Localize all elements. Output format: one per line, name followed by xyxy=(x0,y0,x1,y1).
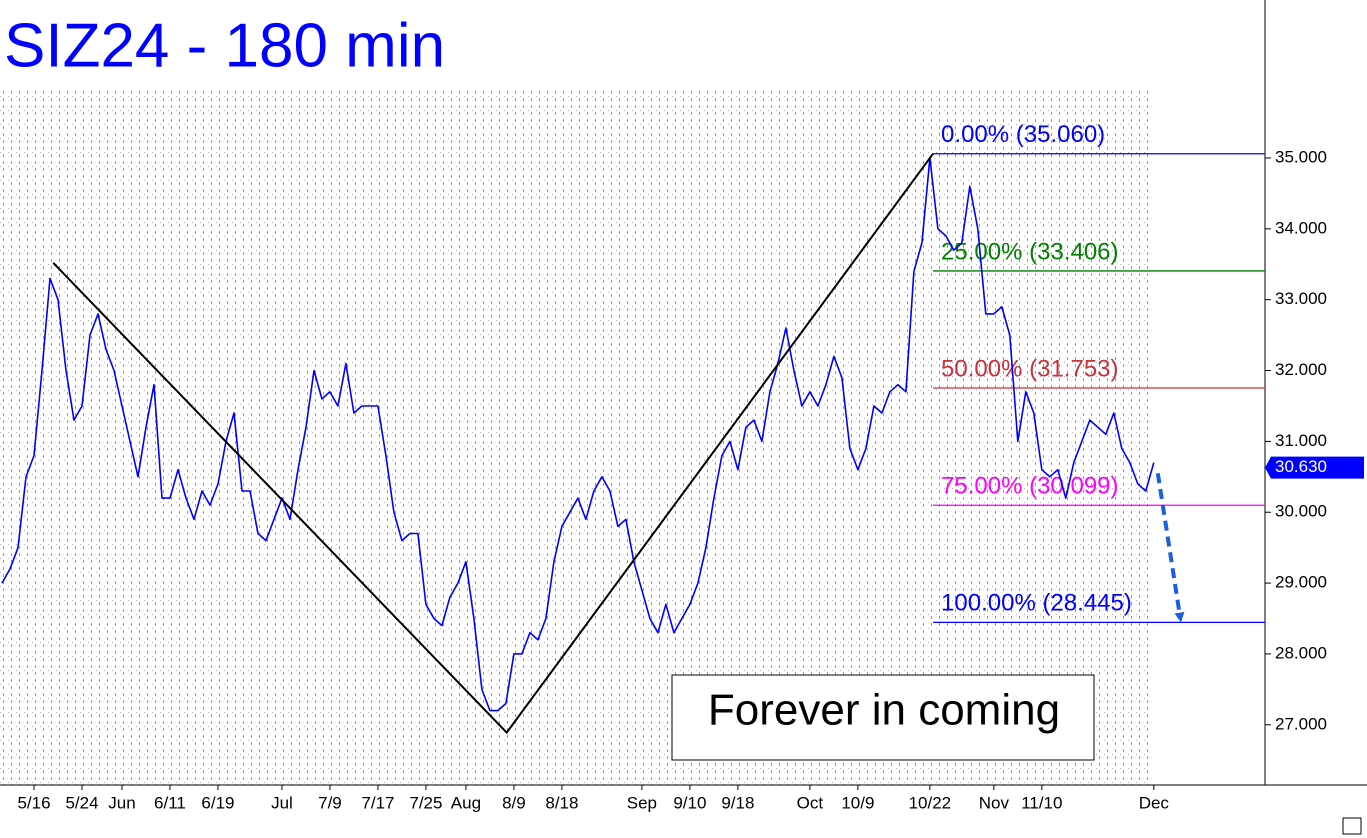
fib-label: 100.00% (28.445) xyxy=(941,590,1132,617)
y-tick-label: 33.000 xyxy=(1275,289,1327,308)
trendline xyxy=(52,153,934,735)
x-tick-label: 8/9 xyxy=(502,793,526,812)
fib-label: 0.00% (35.060) xyxy=(941,121,1105,148)
x-tick-label: Nov xyxy=(979,793,1010,812)
fib-label: 75.00% (30.099) xyxy=(941,473,1118,500)
annotation-box xyxy=(671,674,1095,761)
price-line xyxy=(1,157,1155,712)
x-tick-label: 5/16 xyxy=(17,793,50,812)
y-tick-label: 28.000 xyxy=(1275,643,1327,662)
y-tick-label: 35.000 xyxy=(1275,147,1327,166)
target-arrow xyxy=(1155,472,1185,623)
x-tick-label: Sep xyxy=(627,793,657,812)
grid-pattern xyxy=(0,90,1150,785)
x-tick-label: 6/11 xyxy=(154,793,186,812)
x-tick-label: 5/24 xyxy=(65,793,98,812)
x-tick-label: 7/17 xyxy=(361,793,394,812)
x-tick-label: 10/9 xyxy=(841,793,874,812)
y-tick-label: 34.000 xyxy=(1275,218,1327,237)
annotation: Forever in coming xyxy=(708,686,1060,735)
x-tick-label: Jul xyxy=(271,793,293,812)
x-tick-label: 11/10 xyxy=(1021,793,1062,812)
x-tick-label: 10/22 xyxy=(909,793,952,812)
x-tick-label: 7/25 xyxy=(409,793,442,812)
y-tick-label: 32.000 xyxy=(1275,360,1327,379)
x-tick-label: Dec xyxy=(1139,793,1170,812)
x-tick-label: Oct xyxy=(797,793,824,812)
x-tick-label: Jun xyxy=(108,793,135,812)
y-tick-label: 27.000 xyxy=(1275,714,1327,733)
fib-label: 50.00% (31.753) xyxy=(941,355,1118,382)
x-tick-label: 8/18 xyxy=(545,793,578,812)
x-tick-label: 7/9 xyxy=(318,793,342,812)
fib-label: 25.00% (33.406) xyxy=(941,238,1118,265)
chart-title: SIZ24 - 180 min xyxy=(4,11,445,80)
y-tick-label: 30.000 xyxy=(1275,502,1327,521)
x-tick-label: 6/19 xyxy=(201,793,234,812)
last-price-label: 30.630 xyxy=(1275,457,1327,476)
y-tick-label: 31.000 xyxy=(1275,431,1327,450)
x-tick-label: 9/10 xyxy=(673,793,706,812)
corner-box xyxy=(1342,817,1362,835)
x-tick-label: Aug xyxy=(451,793,481,812)
last-price-box xyxy=(1265,456,1364,479)
y-tick-label: 29.000 xyxy=(1275,573,1327,592)
x-tick-label: 9/18 xyxy=(721,793,754,812)
